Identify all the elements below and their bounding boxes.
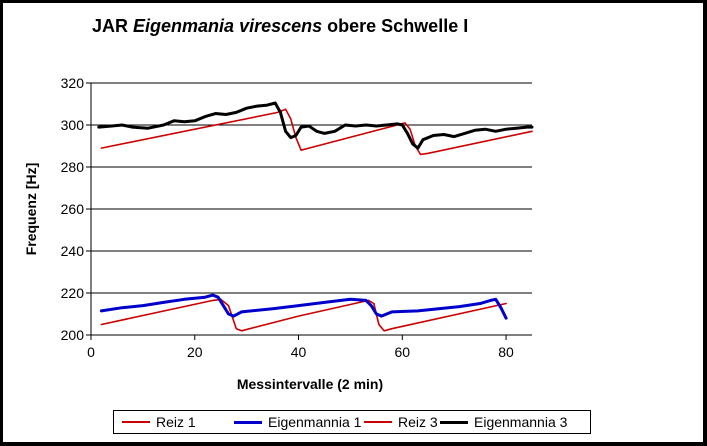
title-species: Eigenmania virescens [133,16,323,36]
y-tick-label-320: 320 [61,75,85,91]
series-line-eigenmannia-1 [99,293,508,320]
x-tick-label-20: 20 [187,344,203,360]
legend-item-reiz-3: Reiz 3 [364,414,438,430]
legend-swatch-reiz-1 [122,421,150,423]
x-tick-label-0: 0 [87,344,95,360]
legend-label: Eigenmannia 1 [268,414,362,430]
axes [86,82,532,340]
title-prefix: JAR [92,16,129,36]
chart-title: JAR Eigenmania virescens obere Schwelle … [92,16,468,37]
x-tick-label-40: 40 [291,344,307,360]
series-group [97,101,534,332]
y-tick-label-220: 220 [61,285,85,301]
x-tick-label-60: 60 [395,344,411,360]
y-tick-label-260: 260 [61,201,85,217]
series-line-eigenmannia-3 [97,101,534,150]
series-line-reiz-3 [100,108,533,156]
title-suffix: obere Schwelle I [327,16,469,36]
y-tick-label-240: 240 [61,243,85,259]
legend-swatch-reiz-3 [364,421,392,423]
legend-swatch-eigenmannia-1 [234,420,262,424]
tick-labels: 200 220 240 260 280 300 320 0 20 40 60 80 [61,75,514,360]
legend-label: Reiz 3 [398,414,438,430]
y-tick-label-200: 200 [61,327,85,343]
x-axis-title: Messintervalle (2 min) [237,376,383,392]
y-tick-label-280: 280 [61,159,85,175]
legend-label: Eigenmannia 3 [474,414,568,430]
legend-item-reiz-1: Reiz 1 [122,414,196,430]
gridlines [91,82,532,294]
legend-swatch-eigenmannia-3 [440,420,468,424]
legend-item-eigenmannia-1: Eigenmannia 1 [234,414,361,430]
legend: Reiz 1 Eigenmannia 1 Reiz 3 Eigenmannia … [113,410,591,434]
chart-frame [3,3,703,442]
legend-item-eigenmannia-3: Eigenmannia 3 [440,414,567,430]
y-axis-title: Frequenz [Hz] [23,163,39,256]
x-tick-label-80: 80 [498,344,514,360]
y-tick-label-300: 300 [61,117,85,133]
legend-label: Reiz 1 [156,414,196,430]
